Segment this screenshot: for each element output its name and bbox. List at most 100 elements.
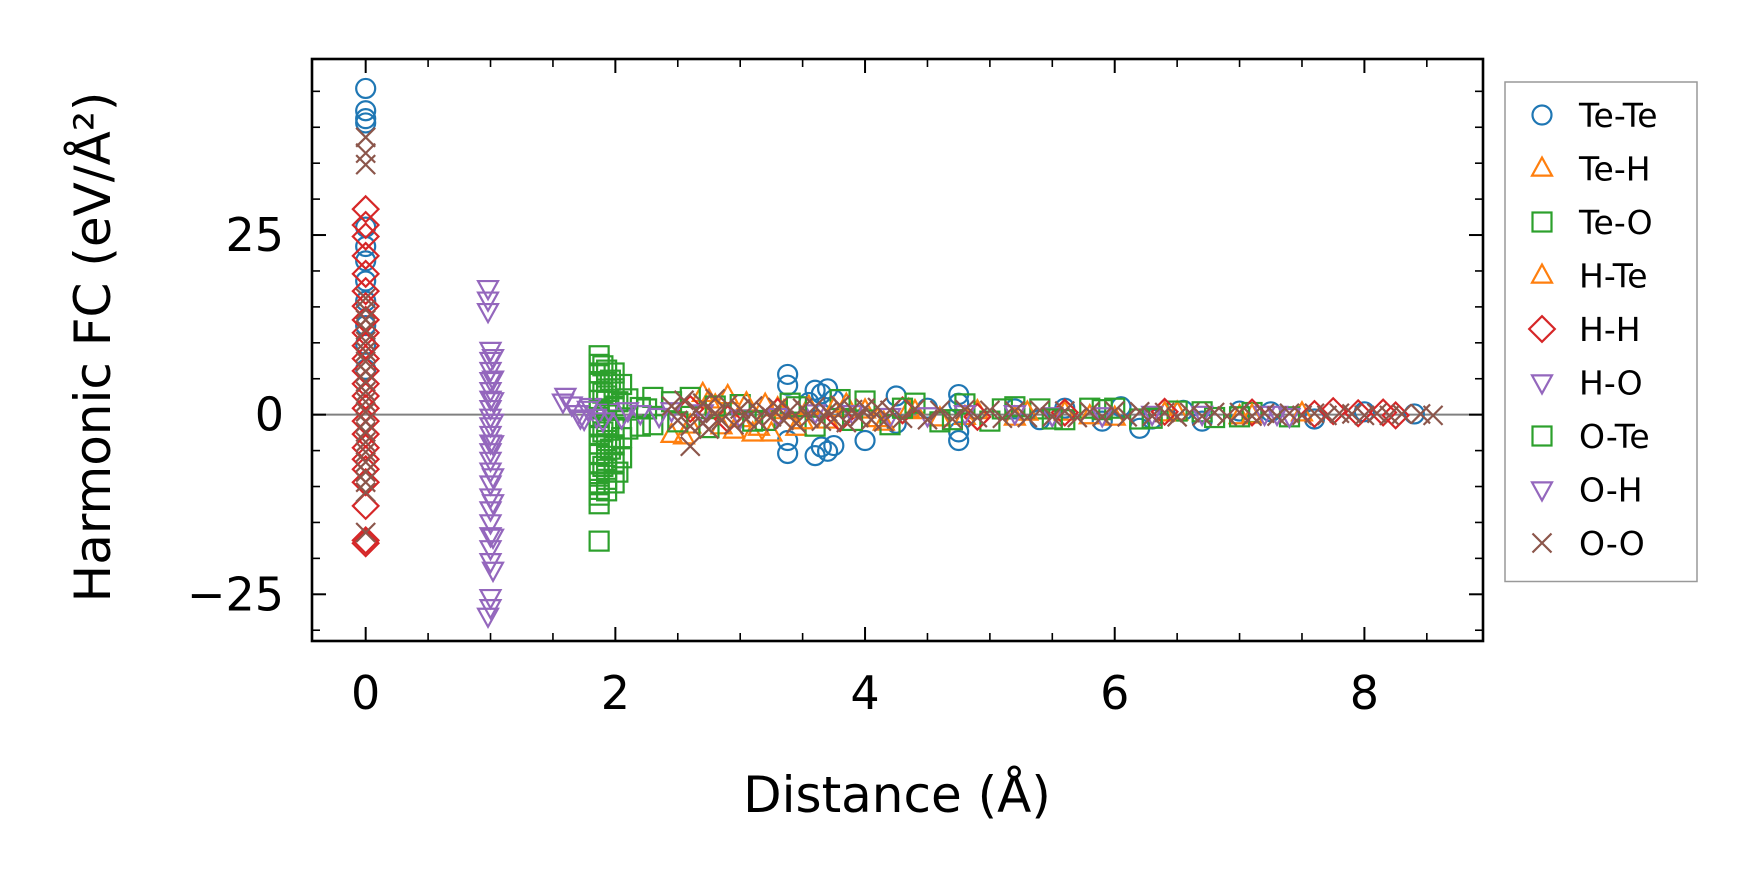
y-axis: −25 0 25 <box>187 90 1483 632</box>
data-point <box>588 493 610 515</box>
legend-label: O-O <box>1579 524 1645 563</box>
data-point <box>1241 405 1263 427</box>
data-point <box>476 279 500 302</box>
data-point <box>351 210 381 240</box>
data-point <box>1104 400 1125 422</box>
data-point <box>786 413 807 434</box>
data-point <box>355 431 376 453</box>
data-point <box>873 411 895 433</box>
data-point <box>476 291 500 313</box>
data-point <box>1368 398 1398 427</box>
legend-entry: Te-Te <box>1531 96 1658 135</box>
data-point <box>1141 405 1163 427</box>
data-point <box>879 400 901 421</box>
data-point <box>481 348 505 371</box>
data-point <box>1141 407 1163 429</box>
x-axis: 0 2 4 6 8 <box>351 59 1428 720</box>
legend-entry: H-Te <box>1530 257 1648 296</box>
data-point <box>748 411 770 433</box>
data-point <box>811 410 832 432</box>
data-point <box>351 276 381 306</box>
data-point <box>1042 406 1063 428</box>
data-point <box>704 388 726 410</box>
legend-label: H-Te <box>1579 257 1648 296</box>
data-point <box>355 100 377 122</box>
data-point <box>1216 405 1238 427</box>
data-point <box>355 270 377 292</box>
plot-frame <box>310 57 1485 643</box>
x-tick-label: 8 <box>1350 666 1379 720</box>
data-point <box>355 401 376 423</box>
legend-entry: H-H <box>1527 310 1641 349</box>
data-point <box>1066 407 1088 428</box>
data-point <box>1191 405 1213 427</box>
legend-entry: Te-O <box>1531 203 1653 242</box>
data-point <box>481 561 505 584</box>
data-point <box>1265 405 1289 428</box>
legend-label: Te-H <box>1578 150 1651 189</box>
data-point <box>355 441 376 463</box>
data-point <box>679 415 701 437</box>
data-point <box>551 393 575 415</box>
data-point <box>729 398 751 420</box>
data-point <box>861 409 882 430</box>
data-point <box>1304 402 1325 424</box>
data-point <box>854 429 876 452</box>
data-point <box>603 472 625 494</box>
data-point <box>351 491 381 521</box>
legend: Te-Te Te-H Te-O H-Te H-H H-O O-Te O-H O-O <box>1504 81 1698 583</box>
data-point <box>1129 401 1150 423</box>
data-point <box>836 412 857 433</box>
data-point <box>1116 406 1138 428</box>
data-point <box>948 429 970 452</box>
legend-marker <box>1527 314 1557 344</box>
data-point <box>355 333 377 355</box>
data-point <box>1191 401 1213 423</box>
data-point <box>355 421 376 443</box>
legend-entry: Te-H <box>1530 150 1651 189</box>
data-point <box>351 467 381 497</box>
data-point <box>1079 401 1101 423</box>
data-point <box>1140 405 1165 428</box>
data-point <box>351 222 381 251</box>
data-point <box>1422 405 1444 426</box>
data-point <box>777 363 799 386</box>
legend-label: H-H <box>1579 310 1641 349</box>
data-point <box>592 421 614 443</box>
data-point <box>355 381 376 402</box>
data-point <box>596 468 618 490</box>
data-point <box>698 418 720 440</box>
series-o-o <box>355 127 1444 543</box>
data-point <box>355 299 376 321</box>
legend-entry: O-O <box>1531 524 1645 563</box>
data-point <box>478 514 503 536</box>
data-point <box>355 127 376 148</box>
data-point <box>647 407 671 430</box>
data-point <box>711 410 732 431</box>
data-point <box>351 526 381 555</box>
data-point <box>829 395 851 416</box>
data-point <box>607 391 629 413</box>
data-point <box>1354 405 1375 426</box>
data-point <box>1029 400 1051 421</box>
data-point <box>355 112 377 134</box>
data-point <box>661 395 682 417</box>
data-point <box>355 319 376 341</box>
data-point <box>591 412 615 434</box>
series-te-o <box>588 345 1301 552</box>
data-point <box>355 142 376 164</box>
data-point <box>628 405 653 427</box>
data-point <box>1041 408 1063 430</box>
data-point <box>355 154 376 175</box>
data-point <box>355 451 376 473</box>
data-point <box>476 607 500 630</box>
data-point <box>867 397 888 418</box>
legend-label: O-Te <box>1579 417 1650 456</box>
data-point <box>1091 410 1113 432</box>
data-point <box>603 362 625 384</box>
data-point <box>355 361 376 382</box>
data-point <box>678 412 703 434</box>
data-point <box>1279 402 1300 424</box>
data-point <box>481 370 505 392</box>
data-point <box>596 480 618 502</box>
